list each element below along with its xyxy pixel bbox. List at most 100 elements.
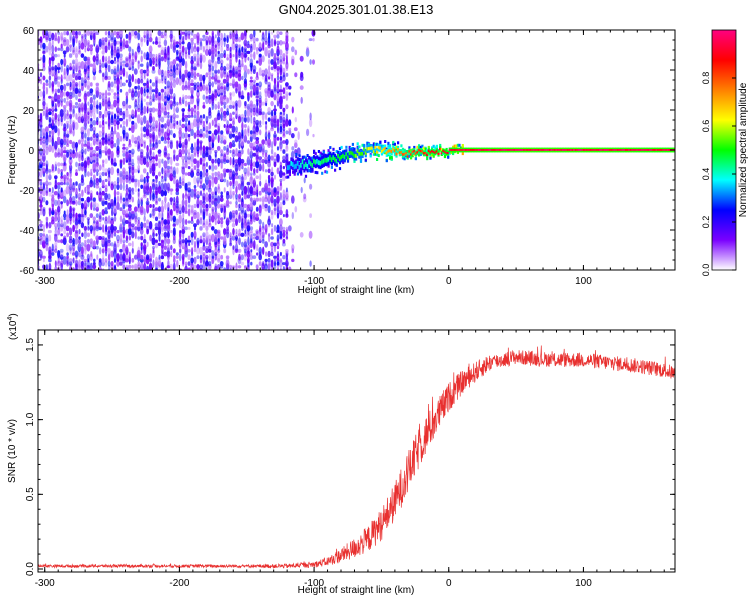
- spectrogram-cell: [110, 183, 114, 191]
- spectrogram-cell: [196, 179, 200, 188]
- spectrogram-cell: [581, 149, 584, 151]
- spectrogram-cell: [72, 35, 76, 44]
- spectrogram-cell: [612, 149, 615, 151]
- spectrogram-cell: [599, 149, 602, 151]
- spectrogram-cell: [99, 62, 102, 68]
- spectrogram-cell: [237, 265, 242, 269]
- spectrogram-cell: [634, 149, 637, 151]
- spectrogram-cell: [39, 170, 43, 178]
- spectrogram-cell: [276, 58, 280, 66]
- spectrogram-cell: [167, 140, 170, 144]
- spectrogram-cell: [271, 74, 274, 82]
- spectrogram-cell: [157, 78, 162, 84]
- spectrogram-cell: [261, 72, 266, 77]
- spectrogram-cell: [374, 152, 377, 156]
- spectrogram-cell: [113, 113, 117, 120]
- spectrogram-cell: [53, 92, 58, 102]
- spectrogram-cell: [146, 219, 150, 225]
- spectrogram-cell: [92, 120, 97, 126]
- spectrogram-cell: [484, 149, 487, 151]
- spectrogram-cell: [42, 96, 46, 105]
- spectrogram-cell: [261, 187, 266, 193]
- spectrogram-cell: [154, 108, 159, 112]
- spectrogram-cell: [48, 108, 52, 112]
- spectrogram-cell: [223, 146, 227, 151]
- spectrogram-cell: [205, 206, 209, 212]
- spectrogram-cell: [563, 149, 566, 151]
- spectrogram-cell: [130, 148, 135, 155]
- spectrogram-cell: [249, 33, 254, 40]
- spectrogram-cell: [241, 173, 244, 181]
- spectrogram-cell: [274, 174, 276, 180]
- spectrogram-cell: [154, 76, 159, 80]
- spectrogram-cell: [101, 55, 105, 63]
- spectrogram-cell: [155, 162, 158, 167]
- spectrogram-cell: [157, 67, 162, 76]
- spectrogram-cell: [48, 144, 52, 153]
- spectrogram-cell: [193, 185, 197, 189]
- spectrogram-cell: [176, 49, 179, 56]
- spectrogram-cell: [131, 120, 135, 125]
- spectrogram-cell: [178, 253, 182, 262]
- spectrogram-cell: [213, 176, 218, 185]
- spectrogram-cell: [99, 120, 102, 125]
- spectrogram-cell: [458, 149, 461, 151]
- spectrogram-cell: [250, 251, 253, 257]
- spectrogram-cell: [285, 54, 288, 64]
- spectrogram-cell: [90, 176, 93, 184]
- spectrogram-cell: [181, 166, 185, 175]
- spectrogram-cell: [42, 162, 46, 167]
- spectrogram-cell: [267, 154, 271, 162]
- spectrogram-cell: [66, 252, 69, 256]
- spectrogram-cell: [80, 254, 85, 260]
- spectrogram-cell: [366, 141, 369, 145]
- spectrogram-cell: [182, 211, 185, 220]
- spectrogram-cell: [134, 98, 137, 102]
- spectrogram-cell: [74, 259, 79, 268]
- spectrogram-cell: [143, 98, 146, 102]
- spectrogram-cell: [92, 154, 97, 162]
- spectrogram-cell: [220, 59, 224, 65]
- spectrogram-cell: [205, 72, 209, 78]
- spectrogram-cell: [119, 195, 123, 204]
- spectrogram-cell: [42, 148, 46, 156]
- spectrogram-cell: [160, 124, 164, 128]
- spectrogram-cell: [190, 220, 194, 224]
- spectrogram-cell: [279, 178, 283, 182]
- spectrogram-cell: [223, 152, 227, 158]
- spectrogram-cell: [166, 137, 171, 141]
- spectrogram-cell: [68, 53, 73, 58]
- spectrogram-cell: [205, 230, 209, 239]
- spectrogram-cell: [114, 56, 116, 62]
- spectrogram-cell: [122, 225, 125, 231]
- spectrogram-cell: [178, 148, 182, 155]
- spectrogram-cell: [268, 64, 271, 72]
- spectrogram-cell: [119, 207, 123, 212]
- y-tick-label: 0: [28, 146, 34, 157]
- spectrogram-cell: [170, 156, 173, 166]
- spectrogram-cell: [184, 100, 188, 107]
- spectrogram-cell: [95, 86, 100, 95]
- spectrogram-cell: [300, 172, 303, 176]
- spectrogram-cell: [202, 232, 206, 238]
- spectrogram-cell: [405, 155, 408, 159]
- spectrogram-cell: [143, 176, 146, 184]
- spectrogram-cell: [57, 99, 61, 108]
- spectrogram-cell: [220, 194, 224, 198]
- spectrogram-cell: [246, 140, 251, 144]
- spectrogram-cell: [113, 215, 117, 222]
- spectrogram-cell: [187, 183, 191, 191]
- spectrogram-cell: [39, 124, 43, 134]
- spectrogram-cell: [434, 151, 437, 154]
- spectrogram-cell: [139, 228, 144, 235]
- spectrogram-cell: [187, 261, 191, 266]
- spectrogram-cell: [296, 172, 299, 176]
- spectrogram-cell: [143, 256, 146, 265]
- spectrogram-cell: [164, 86, 167, 90]
- spectrogram-cell: [311, 163, 314, 168]
- spectrogram-cell: [78, 65, 81, 71]
- spectrogram-cell: [54, 266, 58, 270]
- spectrogram-cell: [274, 39, 276, 47]
- spectrogram-cell: [471, 149, 474, 151]
